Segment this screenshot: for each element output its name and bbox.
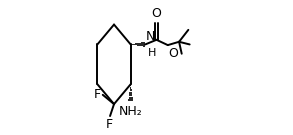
Text: H: H [148,48,156,58]
Text: NH₂: NH₂ [119,105,142,118]
Text: N: N [146,30,155,43]
Text: F: F [94,88,101,101]
Text: O: O [151,7,161,20]
Text: O: O [168,47,178,60]
Text: F: F [105,118,113,131]
